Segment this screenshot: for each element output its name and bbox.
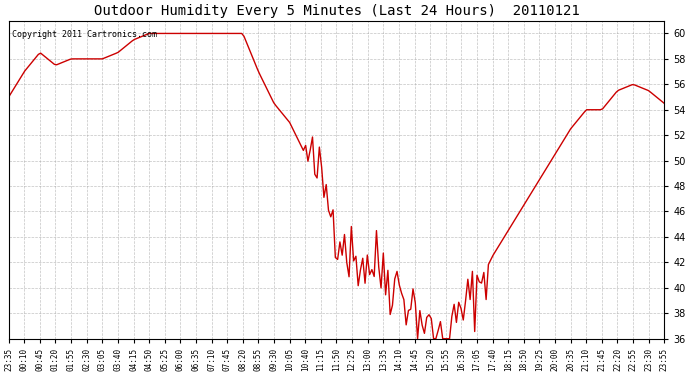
Title: Outdoor Humidity Every 5 Minutes (Last 24 Hours)  20110121: Outdoor Humidity Every 5 Minutes (Last 2… [94, 4, 580, 18]
Text: Copyright 2011 Cartronics.com: Copyright 2011 Cartronics.com [12, 30, 157, 39]
